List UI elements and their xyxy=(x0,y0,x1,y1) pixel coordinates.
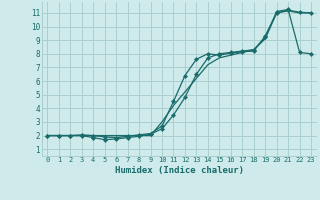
X-axis label: Humidex (Indice chaleur): Humidex (Indice chaleur) xyxy=(115,166,244,175)
